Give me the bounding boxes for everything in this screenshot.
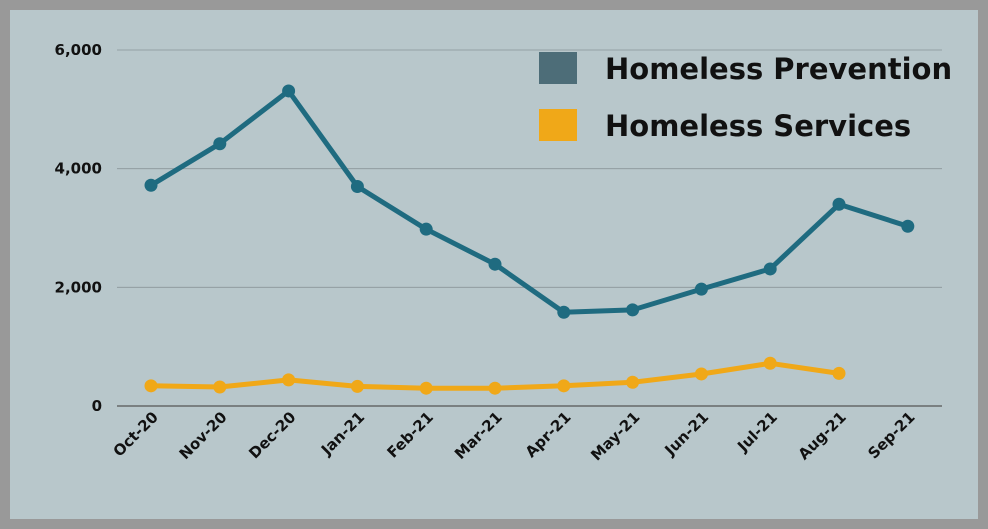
x-tick-label-3: Jan-21 [317,408,368,459]
x-tick-label-4: Feb-21 [384,408,437,461]
x-tick-label-1: Nov-20 [176,408,231,463]
legend-label-0: Homeless Prevention [605,52,952,86]
series-1-point-2 [282,373,296,387]
series-line-0 [148,88,911,315]
series-0-point-1 [213,137,227,151]
y-tick-label-2: 4,000 [55,160,102,178]
series-1-point-10 [832,366,846,380]
series-group [144,84,915,395]
series-1-point-6 [557,379,571,393]
series-0-point-11 [901,219,915,233]
series-1-point-3 [350,379,364,393]
series-0-point-7 [626,303,640,317]
x-tick-label-11: Sep-21 [864,408,918,462]
gridlines [117,49,942,407]
series-0-point-0 [144,178,158,192]
y-axis-ticks: 0 2,000 4,000 6,000 [55,41,102,415]
series-0-point-4 [419,222,433,236]
series-0-point-10 [832,197,846,211]
series-0-point-3 [350,179,364,193]
series-0-point-2 [282,84,296,98]
x-tick-label-8: Jun-21 [661,408,713,460]
series-0-point-8 [694,282,708,296]
x-tick-label-5: Mar-21 [451,408,506,463]
x-tick-label-6: Apr-21 [522,408,575,461]
series-1-point-9 [763,356,777,370]
x-tick-label-9: Jul-21 [733,408,781,456]
y-tick-label-1: 2,000 [55,278,102,296]
x-tick-label-10: Aug-21 [795,408,850,463]
series-1-point-1 [213,380,227,394]
series-1-point-0 [144,379,158,393]
series-0-point-5 [488,257,502,271]
series-1-point-8 [694,367,708,381]
series-0-point-6 [557,305,571,319]
series-1-point-4 [419,381,433,395]
legend-swatch-1 [539,109,577,141]
x-axis-ticks: Oct-20 Nov-20 Dec-20 Jan-21 Feb-21 Mar-21 Apr-… [110,408,919,464]
x-tick-label-7: May-21 [587,408,643,464]
y-tick-label-0: 0 [92,397,102,415]
legend: Homeless Prevention Homeless Services [539,52,952,143]
y-tick-label-3: 6,000 [55,41,102,59]
series-1-point-5 [488,381,502,395]
series-0-point-9 [763,262,777,276]
legend-label-1: Homeless Services [605,109,911,143]
x-tick-label-0: Oct-20 [110,408,162,460]
legend-swatch-0 [539,52,577,84]
x-tick-label-2: Dec-20 [245,408,299,462]
series-1-point-7 [626,375,640,389]
